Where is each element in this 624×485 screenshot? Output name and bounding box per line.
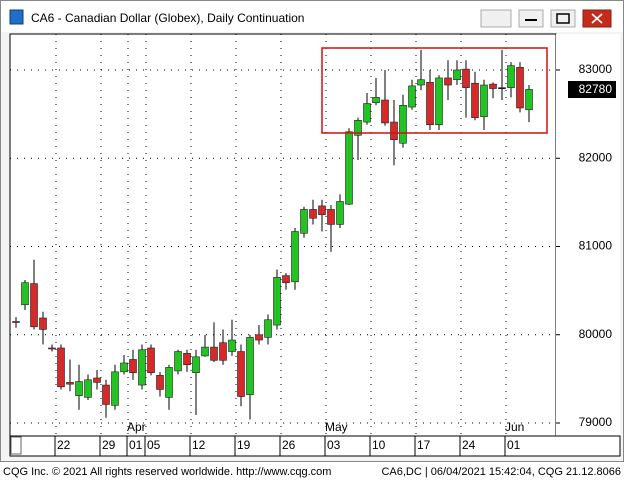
y-tick-label: 81000 — [579, 239, 613, 253]
candle-body — [102, 384, 110, 405]
candle-body — [39, 317, 47, 330]
x-tick-label: 17 — [417, 438, 431, 452]
candle-body — [417, 79, 425, 86]
candle-body — [183, 352, 191, 366]
date-axis — [9, 435, 621, 457]
candle-body — [372, 97, 380, 103]
x-tick-label: 05 — [147, 438, 161, 452]
x-tick-label: 12 — [192, 438, 206, 452]
candle-body — [354, 120, 362, 136]
x-tick-label: 10 — [372, 438, 386, 452]
candle-body — [264, 319, 272, 338]
candle-body — [156, 375, 164, 390]
candle-body — [12, 321, 20, 323]
candle-body — [111, 371, 119, 406]
candle-body — [525, 89, 533, 111]
candle-body — [84, 379, 92, 398]
plot-area — [9, 33, 557, 437]
candle-body — [246, 337, 254, 396]
month-label: Apr — [127, 420, 146, 434]
candle-body — [138, 349, 146, 386]
candle-body — [408, 85, 416, 108]
maximize-glyph — [556, 13, 570, 24]
candle-body — [273, 277, 281, 326]
candle-body — [489, 83, 497, 89]
candles — [12, 49, 533, 420]
y-tick-label: 80000 — [579, 327, 613, 341]
candle-body — [462, 68, 470, 88]
candle-body — [327, 209, 335, 225]
footer-right: CA6,DC | 06/04/2021 15:42:04, CQG 21.12.… — [381, 466, 621, 478]
candle-body — [399, 105, 407, 144]
candle-body — [381, 99, 389, 124]
highlight-box — [321, 47, 548, 134]
candle-body — [174, 351, 182, 372]
x-tick-label: 22 — [57, 438, 71, 452]
candle-body — [282, 275, 290, 283]
candle-body — [66, 382, 74, 385]
candle-body — [129, 359, 137, 373]
candle-body — [48, 347, 56, 350]
y-tick-label: 83000 — [579, 62, 613, 76]
footer-bar — [0, 462, 624, 480]
last-price-box — [568, 81, 616, 98]
candle-body — [507, 65, 515, 88]
footer-left: CQG Inc. © 2021 All rights reserved worl… — [3, 466, 331, 478]
candle-body — [210, 346, 218, 361]
app-icon — [9, 9, 24, 25]
x-tick-label: 01 — [507, 438, 521, 452]
candle-body — [318, 205, 326, 216]
candle-body — [435, 77, 443, 126]
candle-body — [453, 69, 461, 81]
x-tick-label: 19 — [237, 438, 251, 452]
candle-body — [30, 283, 38, 328]
scroll-handle[interactable] — [10, 436, 22, 455]
x-tick-label: 01 — [129, 438, 143, 452]
window-title: CA6 - Canadian Dollar (Globex), Daily Co… — [31, 11, 304, 25]
candle-body — [516, 67, 524, 109]
candle-body — [21, 282, 29, 306]
candle-body — [219, 342, 227, 361]
x-tick-label: 24 — [462, 438, 476, 452]
candle-body — [75, 381, 83, 396]
candle-body — [57, 347, 65, 388]
candle-body — [300, 209, 308, 234]
candle-body — [165, 367, 173, 398]
x-tick-label: 26 — [282, 438, 296, 452]
candle-body — [480, 84, 488, 118]
minimize-button[interactable] — [518, 9, 544, 28]
x-tick-label: 29 — [102, 438, 116, 452]
close-glyph — [591, 13, 603, 24]
y-tick-label: 82000 — [579, 150, 613, 164]
candle-body — [201, 346, 209, 357]
maximize-button[interactable] — [550, 9, 576, 28]
candle-body — [255, 334, 263, 341]
candle-body — [309, 209, 317, 219]
link-button[interactable] — [480, 9, 512, 28]
candle-body — [237, 351, 245, 397]
candle-body — [192, 356, 200, 373]
last-price-label: 82780 — [579, 82, 613, 96]
month-label: Jun — [505, 420, 524, 434]
candle-body — [336, 201, 344, 225]
candle-body — [471, 82, 479, 118]
candle-body — [93, 377, 101, 383]
candle-body — [363, 103, 371, 123]
month-label: May — [325, 420, 348, 434]
candle-body — [426, 82, 434, 126]
price-axis — [556, 34, 620, 436]
x-tick-label: 03 — [327, 438, 341, 452]
candle-body — [498, 87, 506, 89]
candle-body — [291, 231, 299, 283]
candle-body — [120, 362, 128, 373]
candle-body — [390, 121, 398, 141]
y-tick-label: 79000 — [579, 415, 613, 429]
candle-body — [228, 339, 236, 352]
candle-body — [147, 347, 155, 373]
candle-body — [345, 131, 353, 205]
candle-body — [444, 77, 452, 86]
